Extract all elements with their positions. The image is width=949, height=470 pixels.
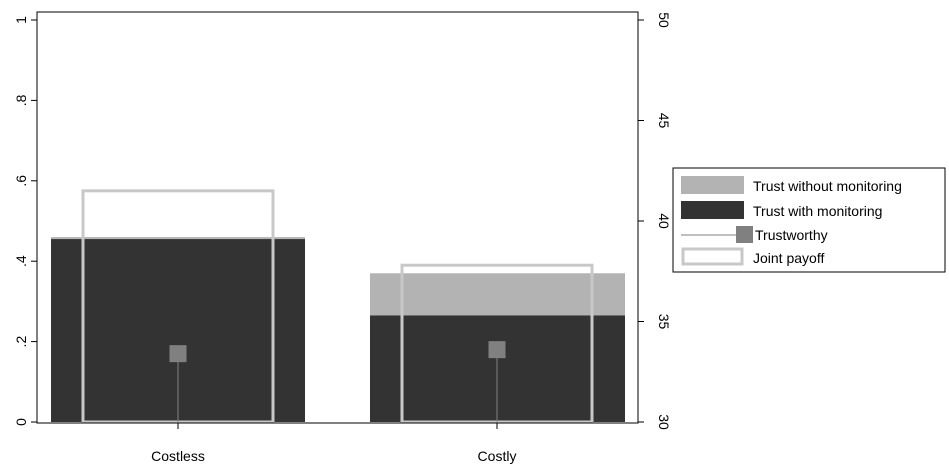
x-tick-label-costly: Costly: [478, 448, 517, 464]
right-tick-label-4: 50: [656, 12, 672, 28]
marker-trustworthy-costless: [169, 345, 187, 363]
left-axis: 0 .2 .4 .6 .8 1: [13, 16, 37, 426]
plot-frame: [36, 11, 639, 424]
right-tick-label-1: 35: [656, 314, 672, 330]
left-tick-label-4: .8: [13, 94, 29, 106]
legend-swatch-trust-without-monitoring: [681, 176, 744, 194]
legend-swatch-joint-payoff: [681, 247, 744, 266]
x-axis: Costless Costly: [151, 423, 516, 464]
left-tick-label-5: 1: [13, 16, 29, 24]
left-tick-label-0: 0: [13, 418, 29, 426]
marker-trustworthy-costly: [488, 341, 506, 359]
right-axis: 30 35 40 45 50: [638, 12, 672, 430]
right-tick-label-3: 45: [656, 113, 672, 129]
legend: Trust without monitoring Trust with moni…: [672, 167, 946, 273]
left-tick-label-1: .2: [13, 336, 29, 348]
legend-label-joint-payoff: Joint payoff: [753, 250, 824, 266]
right-tick-label-0: 30: [656, 414, 672, 430]
legend-swatch-trustworthy-marker: [736, 226, 753, 243]
x-tick-label-costless: Costless: [151, 448, 205, 464]
legend-label-trust-with-monitoring: Trust with monitoring: [753, 203, 882, 219]
legend-label-trustworthy: Trustworthy: [755, 227, 828, 243]
left-tick-label-2: .4: [13, 255, 29, 267]
trustworthy-layer: [169, 341, 506, 422]
legend-label-trust-without-monitoring: Trust without monitoring: [753, 178, 902, 194]
left-tick-label-3: .6: [13, 175, 29, 187]
right-tick-label-2: 40: [656, 213, 672, 229]
legend-swatch-trust-with-monitoring: [681, 201, 744, 219]
